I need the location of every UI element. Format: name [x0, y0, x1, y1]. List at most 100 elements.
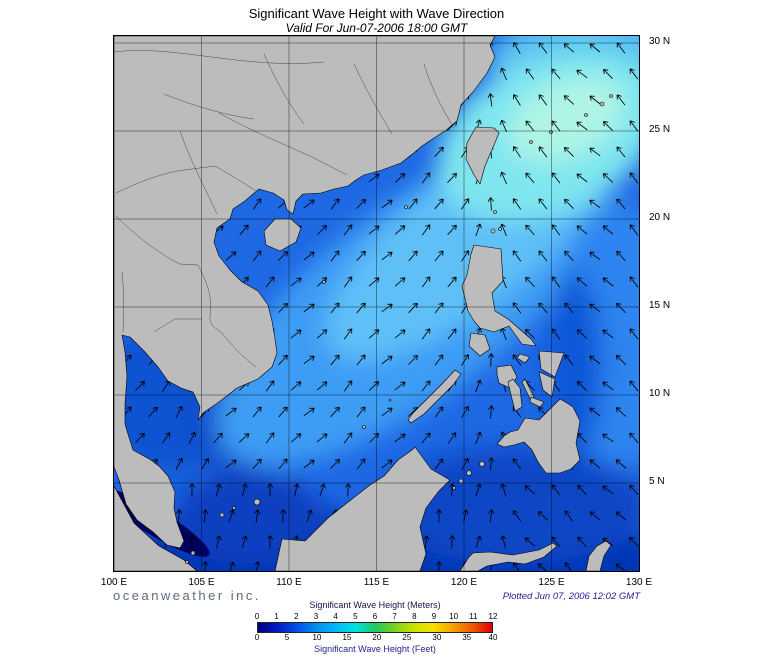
- wave-arrow: [603, 68, 613, 80]
- wave-arrow: [265, 380, 275, 392]
- feet-tick-value: 15: [342, 633, 352, 642]
- wave-arrow: [512, 510, 522, 522]
- wave-arrow: [537, 511, 549, 521]
- wave-arrow: [488, 405, 495, 419]
- wave-arrow: [381, 199, 393, 209]
- wave-arrow: [423, 535, 430, 549]
- wave-arrow: [589, 95, 601, 105]
- wave-arrow: [381, 355, 393, 365]
- wave-arrow: [615, 459, 627, 469]
- wave-arrow: [460, 198, 470, 210]
- lon-axis-label: 120 E: [450, 577, 478, 588]
- borneo-island: [274, 446, 451, 571]
- wave-arrow: [551, 484, 561, 496]
- wave-arrow: [303, 459, 315, 469]
- wave-arrow: [551, 328, 561, 340]
- wave-arrow: [394, 381, 406, 391]
- wave-arrow: [629, 68, 639, 80]
- wave-arrow: [589, 251, 601, 261]
- wave-arrow: [475, 223, 482, 237]
- halmahera-island: [585, 540, 612, 571]
- feet-tick-value: 5: [284, 633, 290, 642]
- wave-arrow: [563, 43, 575, 53]
- wave-arrow: [589, 355, 601, 365]
- wave-arrow: [576, 173, 588, 183]
- lat-axis-label: 30 N: [649, 36, 671, 47]
- wave-arrow: [525, 120, 535, 132]
- wave-arrow: [408, 354, 418, 365]
- wave-arrow: [616, 198, 626, 210]
- wave-arrow: [512, 354, 522, 366]
- wave-arrow: [175, 405, 183, 418]
- lon-axis-label: 125 E: [538, 577, 565, 588]
- wave-arrow: [278, 354, 288, 366]
- wave-arrow: [356, 406, 366, 418]
- wave-arrow: [215, 483, 222, 497]
- wave-arrow: [434, 406, 444, 418]
- wave-arrow: [303, 303, 315, 313]
- wave-arrow: [394, 173, 406, 183]
- wave-arrow: [202, 509, 209, 523]
- wave-arrow: [188, 431, 196, 444]
- wave-arrow: [576, 381, 587, 391]
- wave-arrow: [512, 146, 521, 158]
- meters-tick-value: 6: [372, 612, 378, 621]
- wave-arrow: [461, 406, 470, 418]
- wave-arrow: [475, 483, 482, 497]
- wave-arrow: [500, 119, 507, 133]
- wave-arrow: [616, 250, 626, 262]
- wave-arrow: [330, 354, 340, 366]
- country-borders: [114, 50, 455, 368]
- wave-map: [114, 36, 639, 571]
- wave-arrow: [524, 328, 535, 339]
- wave-arrow: [525, 276, 535, 288]
- feet-tick-value: 30: [432, 633, 442, 642]
- wave-arrow: [239, 224, 249, 236]
- wave-arrow: [148, 406, 158, 418]
- plotted-timestamp: Plotted Jun 07, 2006 12:02 GMT: [502, 591, 640, 602]
- wave-arrow: [538, 250, 548, 262]
- wave-arrow: [343, 328, 353, 340]
- meters-tick-value: 7: [392, 612, 397, 621]
- wave-arrow: [356, 354, 366, 366]
- page-title: Significant Wave Height with Wave Direct…: [248, 6, 505, 21]
- wave-arrow: [280, 509, 287, 523]
- meters-tick-value: 12: [488, 612, 498, 621]
- wave-arrow: [576, 121, 588, 131]
- wave-arrow: [589, 147, 601, 157]
- wave-arrow: [175, 457, 183, 470]
- wave-arrow: [434, 354, 444, 366]
- wave-arrow: [447, 276, 457, 288]
- wave-arrow: [421, 380, 431, 392]
- wave-arrow: [421, 432, 431, 444]
- wave-arrow: [629, 224, 639, 236]
- oceanweather-logo: oceanweather inc.: [113, 588, 262, 603]
- wave-arrow: [460, 250, 470, 262]
- mindanao-island: [496, 398, 581, 474]
- wave-arrow: [615, 563, 627, 571]
- wave-arrow: [615, 355, 626, 365]
- wave-arrow: [290, 433, 302, 443]
- wave-arrow: [615, 407, 627, 417]
- grid-lines: [114, 36, 639, 571]
- wave-arrow: [394, 225, 406, 235]
- wave-arrow: [343, 380, 353, 392]
- wave-arrow: [343, 276, 353, 288]
- lon-axis-label: 100 E: [100, 577, 128, 588]
- wave-arrow: [589, 303, 601, 313]
- wave-arrow: [500, 67, 507, 81]
- wave-arrow: [434, 198, 444, 210]
- wave-arrow: [487, 93, 494, 107]
- wave-arrow: [381, 303, 393, 313]
- wave-arrow: [589, 511, 601, 521]
- wave-arrow: [330, 406, 340, 418]
- wave-arrow: [394, 433, 406, 443]
- wave-arrow: [447, 328, 457, 340]
- wave-arrow: [576, 329, 588, 339]
- wave-arrow: [589, 199, 601, 209]
- wave-arrow: [176, 509, 183, 523]
- wave-arrow: [189, 483, 196, 497]
- wave-arrow: [615, 511, 627, 521]
- wave-arrow: [188, 535, 196, 549]
- wave-arrow: [447, 172, 457, 183]
